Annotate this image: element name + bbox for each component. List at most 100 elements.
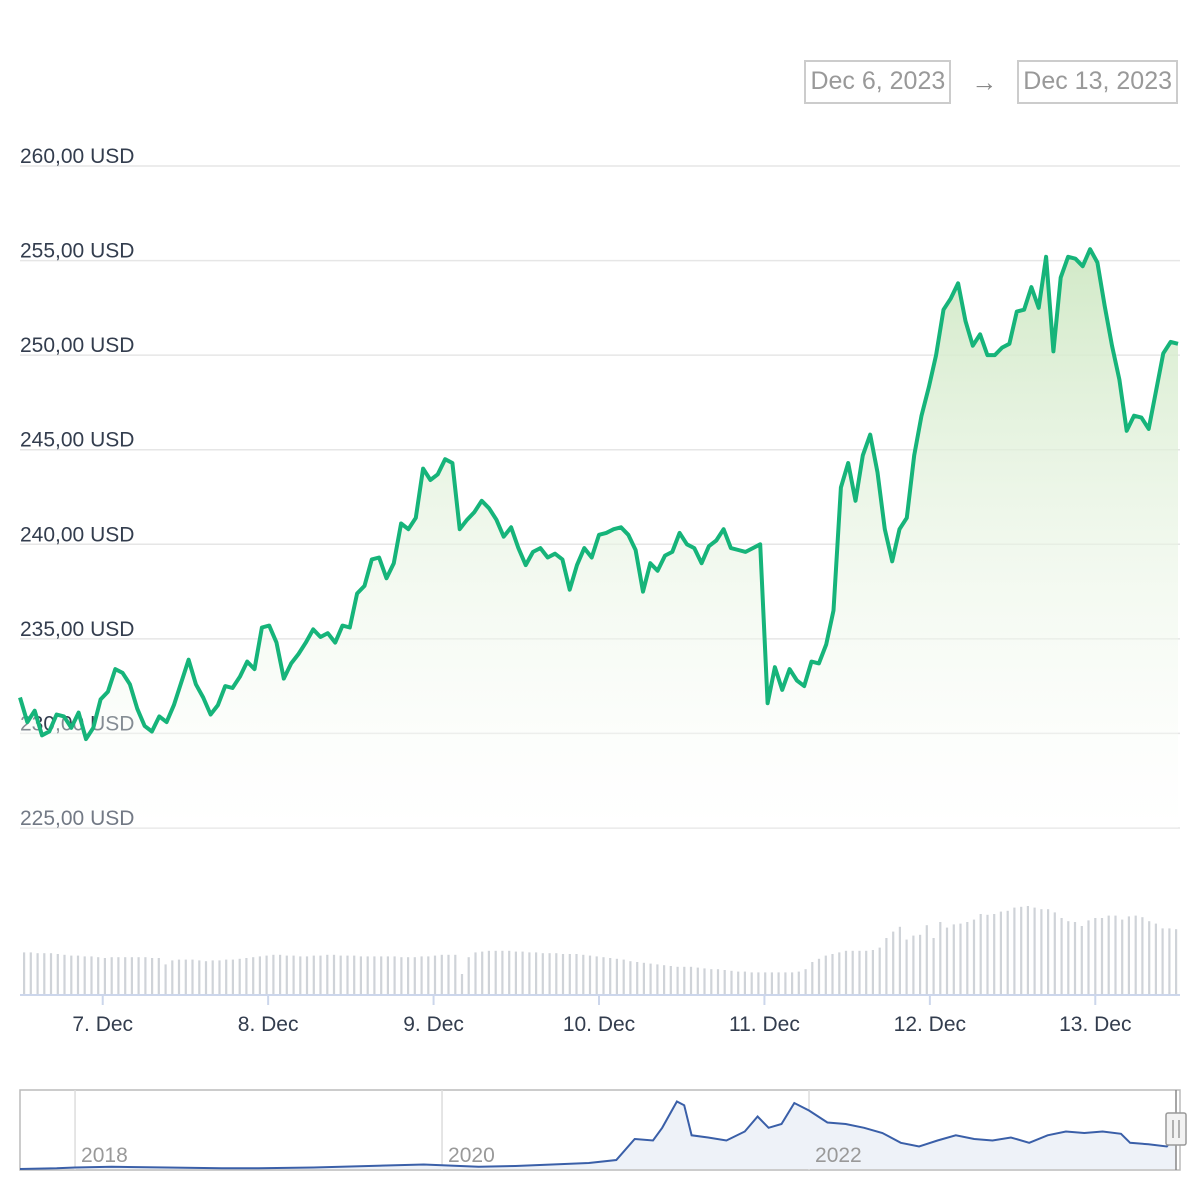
volume-bar	[757, 972, 760, 994]
navigator-line	[19, 1100, 1177, 1170]
navigator-year-labels: 2018 2020 2022	[81, 1144, 862, 1167]
range-from-input[interactable]: Dec 6, 2023	[804, 60, 952, 104]
navigator-year-label: 2020	[448, 1144, 495, 1167]
volume-bar	[157, 958, 160, 994]
volume-bar	[501, 950, 504, 994]
volume-bar	[481, 951, 484, 994]
volume-bar	[656, 964, 659, 994]
volume-bar	[932, 938, 935, 994]
volume-bar	[575, 954, 578, 994]
volume-bar	[36, 953, 39, 994]
volume-bar	[676, 966, 679, 994]
volume-bar	[959, 923, 962, 994]
volume-bar	[191, 959, 194, 994]
volume-bar	[292, 955, 295, 994]
y-tick-label: 245,00 USD	[20, 429, 134, 452]
volume-bar	[1094, 918, 1097, 994]
volume-bar	[386, 956, 389, 994]
volume-bar	[669, 966, 672, 994]
volume-bar	[777, 972, 780, 994]
volume-bar	[184, 959, 187, 994]
volume-bar	[844, 950, 848, 994]
volume-bar	[103, 958, 106, 994]
volume-bar	[117, 957, 120, 994]
volume-bar	[1168, 928, 1171, 994]
volume-bar	[151, 958, 154, 994]
volume-bar	[710, 969, 713, 994]
volume-bar	[925, 925, 928, 994]
volume-bar	[1127, 916, 1130, 994]
volume-bar	[137, 957, 140, 994]
x-tick-label: 7. Dec	[72, 1013, 133, 1036]
volume-bar	[548, 953, 551, 994]
volume-bar	[258, 956, 261, 994]
volume-bar	[211, 960, 214, 994]
volume-bar	[764, 972, 767, 994]
volume-bar	[1020, 906, 1023, 994]
volume-bar	[56, 954, 59, 994]
volume-bar	[743, 971, 746, 994]
volume-bar	[43, 953, 46, 994]
volume-bar	[474, 952, 477, 994]
volume-bar	[851, 950, 854, 994]
volume-bar	[609, 958, 612, 994]
volume-bar	[1026, 906, 1029, 994]
volume-bar	[750, 972, 753, 994]
volume-bar	[885, 938, 888, 994]
volume-bar	[878, 947, 881, 994]
volume-bar	[373, 956, 376, 994]
volume-bar	[380, 956, 383, 994]
navigator-handle[interactable]	[1165, 1112, 1187, 1146]
volume-bar	[1121, 919, 1124, 994]
volume-bar	[29, 952, 32, 994]
volume-bar	[1107, 915, 1110, 994]
volume-bar	[265, 955, 268, 994]
volume-bars	[23, 906, 1178, 994]
volume-bar	[339, 955, 342, 994]
volume-bar	[824, 955, 827, 994]
volume-bar	[1040, 909, 1043, 994]
volume-bar	[346, 955, 349, 994]
navigator-year-label: 2022	[815, 1144, 862, 1167]
volume-bar	[144, 957, 147, 994]
volume-bar	[535, 952, 538, 994]
volume-bar	[797, 971, 800, 994]
volume-bar	[366, 956, 369, 994]
y-tick-label: 260,00 USD	[20, 145, 134, 168]
volume-bar	[541, 953, 544, 994]
volume-bar	[299, 956, 302, 994]
volume-bar	[791, 972, 794, 994]
volume-bar	[467, 957, 470, 994]
volume-bar	[1134, 915, 1137, 994]
volume-bar	[1080, 926, 1083, 994]
volume-bar	[427, 956, 430, 994]
volume-bar	[359, 956, 362, 994]
volume-bar	[555, 953, 558, 994]
volume-bar	[49, 953, 53, 994]
volume-bar	[1114, 915, 1117, 994]
volume-bar	[804, 969, 807, 994]
volume-bar	[1053, 912, 1056, 994]
volume-bar	[454, 954, 457, 994]
volume-bar	[204, 961, 208, 994]
navigator[interactable]: 2018 2020 2022	[19, 1089, 1187, 1171]
volume-bar	[407, 957, 410, 994]
range-to-input[interactable]: Dec 13, 2023	[1017, 60, 1178, 104]
y-tick-label: 240,00 USD	[20, 523, 134, 546]
volume-bar	[689, 966, 693, 994]
volume-bar	[1148, 921, 1151, 994]
volume-bar	[1067, 921, 1070, 994]
volume-bar	[63, 954, 66, 994]
volume-bar	[400, 957, 403, 994]
volume-bar	[245, 958, 248, 994]
volume-bar	[831, 954, 834, 994]
volume-bar	[130, 957, 133, 994]
volume-bar	[649, 963, 652, 994]
volume-bar	[582, 954, 585, 994]
volume-bar	[198, 960, 201, 994]
y-tick-label: 255,00 USD	[20, 240, 134, 263]
volume-bar	[433, 955, 437, 994]
volume-bar	[615, 958, 618, 994]
volume-bar	[1175, 929, 1178, 994]
date-range-selector: Dec 6, 2023 → Dec 13, 2023	[804, 60, 1178, 104]
